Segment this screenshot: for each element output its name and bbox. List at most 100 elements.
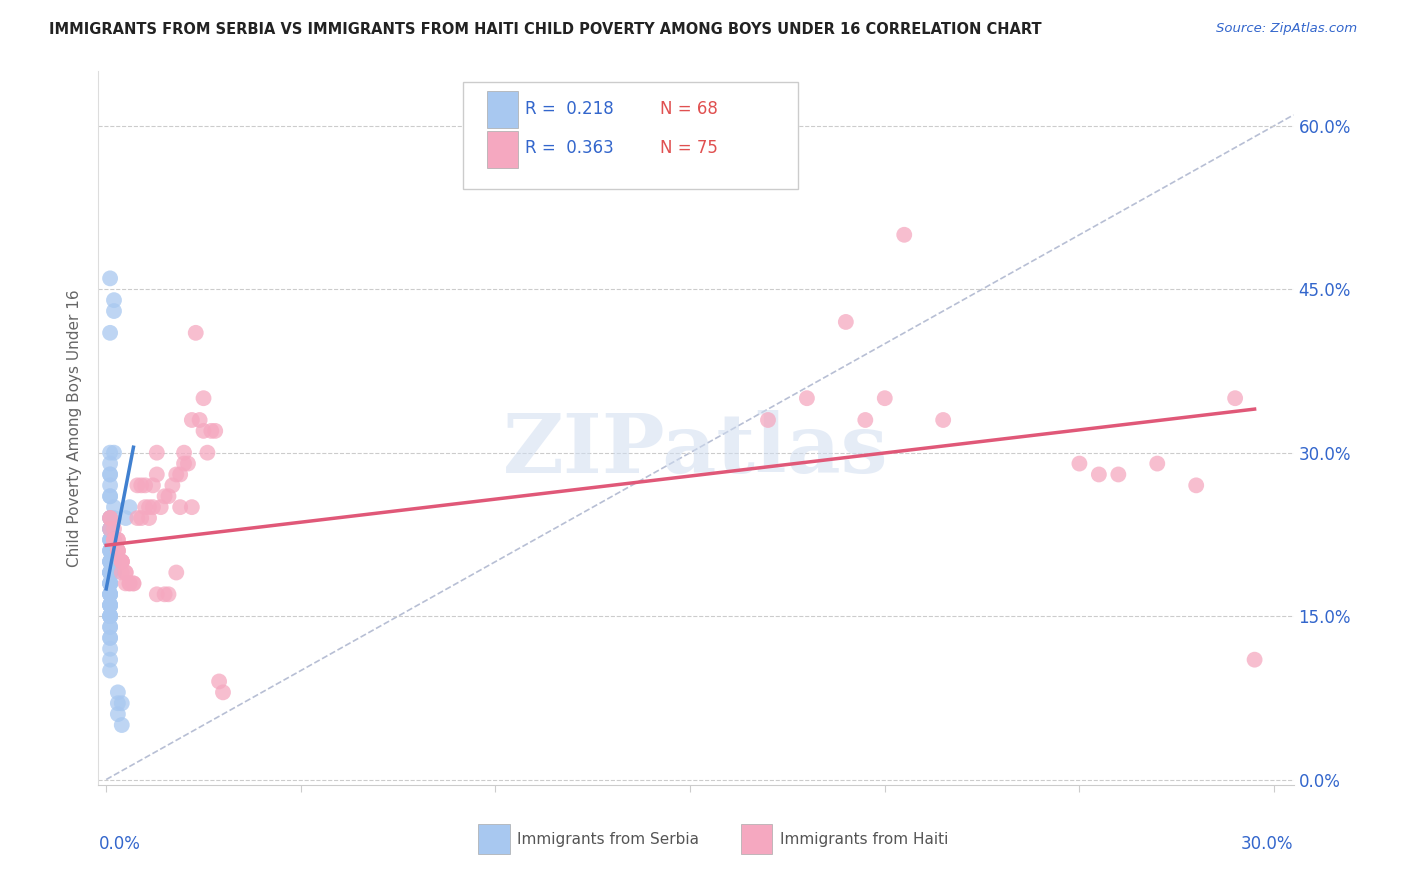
Point bbox=[173, 445, 195, 459]
Point bbox=[111, 555, 134, 569]
Point bbox=[98, 620, 121, 634]
Point bbox=[98, 511, 121, 525]
Point bbox=[153, 489, 176, 503]
Point bbox=[114, 511, 136, 525]
Point bbox=[98, 598, 121, 612]
Point bbox=[103, 293, 125, 307]
Point bbox=[107, 543, 129, 558]
Point bbox=[134, 478, 156, 492]
Point bbox=[98, 631, 121, 645]
Point bbox=[134, 500, 156, 515]
Point bbox=[212, 685, 235, 699]
Point bbox=[98, 587, 121, 601]
Point bbox=[98, 457, 121, 471]
Point bbox=[111, 555, 134, 569]
Text: N = 68: N = 68 bbox=[661, 100, 718, 118]
Point bbox=[98, 609, 121, 624]
Point bbox=[1088, 467, 1111, 482]
Point bbox=[103, 445, 125, 459]
Point bbox=[103, 555, 125, 569]
Point bbox=[157, 489, 180, 503]
Text: Immigrants from Haiti: Immigrants from Haiti bbox=[780, 831, 948, 847]
FancyBboxPatch shape bbox=[478, 824, 509, 855]
Point bbox=[98, 576, 121, 591]
Text: Immigrants from Serbia: Immigrants from Serbia bbox=[517, 831, 699, 847]
Point bbox=[98, 445, 121, 459]
Point bbox=[111, 555, 134, 569]
Point bbox=[98, 522, 121, 536]
FancyBboxPatch shape bbox=[486, 130, 517, 168]
Point bbox=[98, 543, 121, 558]
Point bbox=[142, 500, 165, 515]
Point bbox=[796, 391, 818, 405]
Point bbox=[756, 413, 779, 427]
Point bbox=[103, 533, 125, 547]
Point bbox=[98, 587, 121, 601]
Text: N = 75: N = 75 bbox=[661, 139, 718, 157]
Point bbox=[111, 696, 134, 710]
Point bbox=[129, 478, 152, 492]
Point bbox=[98, 587, 121, 601]
Point bbox=[98, 566, 121, 580]
Point bbox=[98, 620, 121, 634]
Point bbox=[184, 326, 207, 340]
Point bbox=[835, 315, 858, 329]
Point bbox=[893, 227, 915, 242]
Point bbox=[98, 522, 121, 536]
Point bbox=[103, 511, 125, 525]
Point bbox=[103, 304, 125, 318]
Point bbox=[98, 609, 121, 624]
Point bbox=[1185, 478, 1208, 492]
Point bbox=[1069, 457, 1091, 471]
Point bbox=[873, 391, 896, 405]
Point bbox=[98, 533, 121, 547]
Point bbox=[98, 467, 121, 482]
Point bbox=[107, 707, 129, 722]
Point bbox=[98, 489, 121, 503]
Point bbox=[146, 467, 169, 482]
Point bbox=[98, 522, 121, 536]
Point bbox=[98, 555, 121, 569]
Point bbox=[180, 500, 202, 515]
Point bbox=[200, 424, 222, 438]
Point bbox=[98, 555, 121, 569]
Point bbox=[98, 609, 121, 624]
Point bbox=[98, 598, 121, 612]
Point bbox=[146, 587, 169, 601]
Point bbox=[98, 555, 121, 569]
Point bbox=[103, 533, 125, 547]
Point bbox=[103, 533, 125, 547]
Point bbox=[98, 326, 121, 340]
Point bbox=[103, 500, 125, 515]
Point bbox=[149, 500, 172, 515]
Point bbox=[107, 533, 129, 547]
Point bbox=[103, 533, 125, 547]
Point bbox=[103, 522, 125, 536]
Point bbox=[853, 413, 876, 427]
Point bbox=[208, 674, 231, 689]
Point bbox=[114, 566, 136, 580]
Point bbox=[107, 543, 129, 558]
Point bbox=[162, 478, 184, 492]
Y-axis label: Child Poverty Among Boys Under 16: Child Poverty Among Boys Under 16 bbox=[67, 289, 83, 567]
Point bbox=[98, 533, 121, 547]
Point bbox=[98, 598, 121, 612]
Point bbox=[114, 566, 136, 580]
Point bbox=[98, 664, 121, 678]
Point bbox=[98, 467, 121, 482]
Point bbox=[193, 424, 215, 438]
Point bbox=[118, 576, 141, 591]
Point bbox=[204, 424, 226, 438]
Point bbox=[169, 467, 191, 482]
Point bbox=[122, 576, 145, 591]
FancyBboxPatch shape bbox=[486, 91, 517, 128]
Point bbox=[98, 533, 121, 547]
Point bbox=[107, 533, 129, 547]
Point bbox=[177, 457, 200, 471]
Point bbox=[103, 566, 125, 580]
Point bbox=[98, 478, 121, 492]
Point bbox=[98, 587, 121, 601]
Point bbox=[1146, 457, 1168, 471]
Point bbox=[98, 609, 121, 624]
Text: IMMIGRANTS FROM SERBIA VS IMMIGRANTS FROM HAITI CHILD POVERTY AMONG BOYS UNDER 1: IMMIGRANTS FROM SERBIA VS IMMIGRANTS FRO… bbox=[49, 22, 1042, 37]
